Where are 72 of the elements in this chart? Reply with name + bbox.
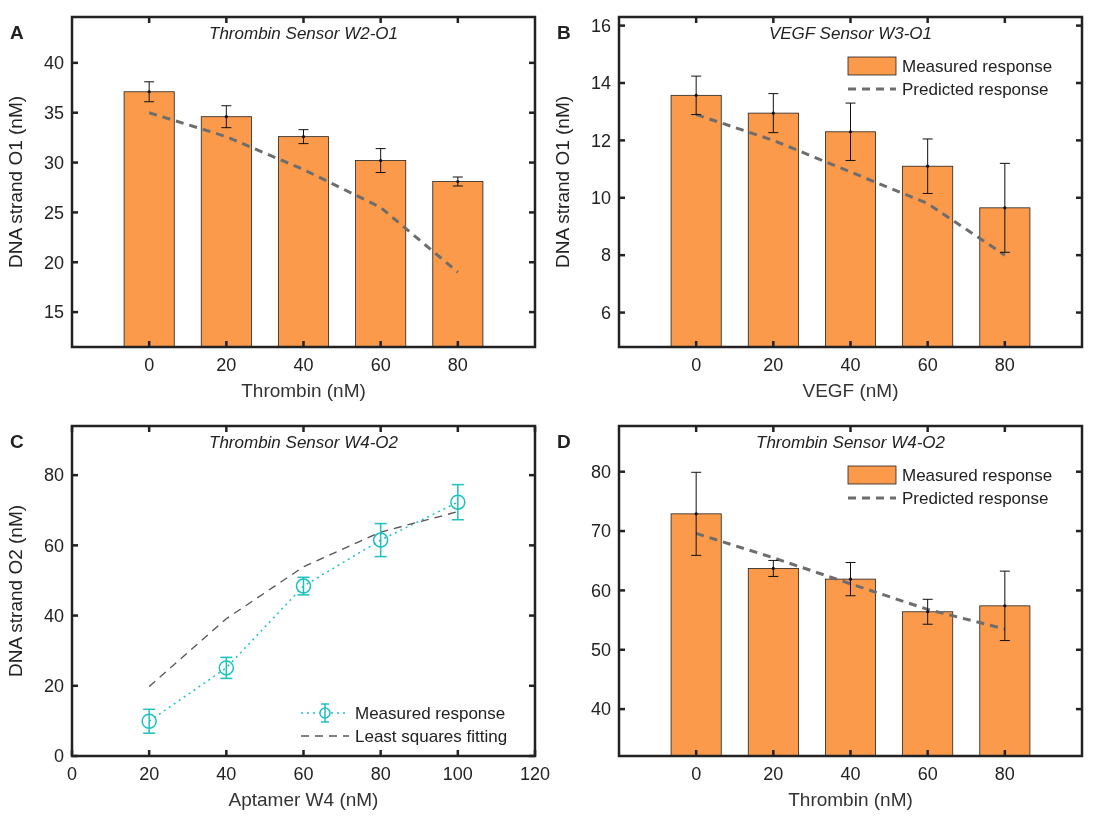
y-tick-label: 40 (43, 605, 64, 626)
y-tick-label: 10 (590, 188, 611, 209)
chart-title: Thrombin Sensor W4-O2 (756, 433, 946, 452)
chart-title: Thrombin Sensor W4-O2 (209, 433, 399, 452)
x-axis-title: VEGF (nM) (802, 380, 899, 401)
y-tick-label: 6 (600, 302, 611, 323)
y-axis-title: DNA strand O1 (nM) (552, 95, 573, 269)
x-axis-title: Aptamer W4 (nM) (228, 789, 379, 810)
y-tick-label: 25 (43, 202, 64, 223)
y-tick-label: 80 (590, 462, 611, 482)
x-tick-label: 0 (691, 764, 702, 784)
y-tick-label: 80 (43, 465, 64, 486)
y-tick-label: 12 (590, 130, 611, 151)
point (450, 494, 466, 510)
x-tick-label: 20 (763, 764, 784, 784)
x-tick-label: 0 (66, 764, 78, 784)
line-series (147, 111, 460, 274)
y-tick-label: 14 (590, 73, 611, 94)
text: B (557, 22, 571, 43)
chart-title: Thrombin Sensor W2-O1 (209, 24, 398, 43)
y-tick-label: 8 (600, 245, 611, 266)
text: A (10, 22, 24, 43)
x-axis-title: Thrombin (nM) (241, 380, 366, 401)
point (372, 532, 389, 548)
point (141, 713, 157, 729)
x-tick-label: 40 (840, 764, 861, 784)
x-tick-label: 60 (370, 355, 391, 375)
y-tick-label: 40 (590, 699, 611, 720)
y-tick-label: 60 (590, 580, 611, 601)
legend-label: Measured response (902, 56, 1053, 76)
legend-label: Predicted response (902, 488, 1049, 508)
x-tick-label: 80 (994, 355, 1015, 375)
x-axis-title: Thrombin (nM) (788, 789, 913, 810)
y-tick-label: 30 (43, 152, 64, 173)
x-tick-label: 0 (144, 355, 155, 375)
x-tick-label: 40 (293, 355, 314, 375)
legend-label: Predicted response (902, 79, 1049, 99)
text: C (10, 431, 24, 452)
y-tick-label: 35 (43, 103, 64, 124)
y-tick-label: 40 (43, 53, 64, 74)
y-tick-label: 20 (43, 252, 64, 273)
line-series (694, 113, 1007, 257)
x-tick-label: 20 (139, 764, 160, 784)
y-tick-label: 16 (590, 15, 611, 36)
y-tick-label: 70 (590, 521, 611, 542)
y-tick-label: 0 (53, 746, 64, 767)
y-tick-label: 20 (43, 676, 64, 697)
point (218, 660, 235, 676)
legend-label: Least squares fitting (355, 726, 508, 746)
x-tick-label: 80 (994, 764, 1015, 784)
x-tick-label: 20 (763, 355, 784, 375)
y-axis-title: DNA strand O2 (nM) (5, 504, 26, 678)
x-tick-label: 120 (519, 764, 551, 784)
x-tick-label: 100 (442, 764, 473, 784)
y-tick-label: 60 (43, 535, 64, 556)
x-tick-label: 20 (216, 355, 237, 375)
line-series (694, 531, 1007, 631)
y-tick-label: 50 (590, 640, 611, 661)
x-tick-label: 80 (370, 764, 391, 784)
x-tick-label: 40 (216, 764, 237, 784)
x-tick-label: 40 (840, 355, 861, 375)
legend-label: Measured response (902, 465, 1053, 485)
x-tick-label: 60 (917, 764, 938, 784)
text: D (557, 431, 571, 452)
y-tick-label: 15 (43, 302, 64, 323)
chart-title: VEGF Sensor W3-O1 (768, 24, 933, 43)
x-tick-label: 60 (917, 355, 938, 375)
x-tick-label: 80 (447, 355, 468, 375)
y-axis-title: DNA strand O1 (nM) (5, 95, 26, 269)
legend-label: Measured response (355, 703, 506, 723)
x-tick-label: 0 (691, 355, 702, 375)
x-tick-label: 60 (293, 764, 314, 784)
